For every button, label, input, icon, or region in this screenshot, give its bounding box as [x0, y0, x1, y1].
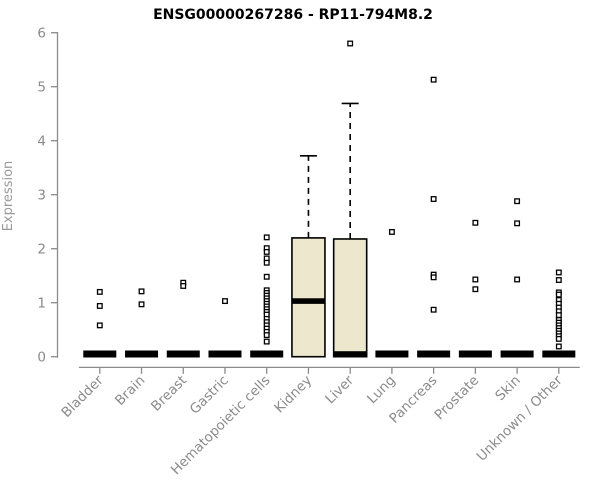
outlier-point: [555, 269, 562, 276]
x-tick-label: Brain: [112, 373, 148, 409]
outlier-point: [96, 288, 103, 295]
boxplot-skin: [500, 198, 534, 358]
outlier-point: [472, 219, 479, 226]
median-line: [458, 350, 492, 358]
outlier-point: [430, 274, 437, 281]
median-line: [417, 350, 451, 358]
outlier-point: [222, 298, 228, 305]
boxplot-brain: [125, 288, 159, 358]
outlier-point: [138, 301, 145, 308]
y-tick-label: 2: [37, 241, 46, 257]
outlier-point: [347, 40, 354, 47]
y-tick-label: 5: [37, 79, 46, 95]
boxplot-lung: [375, 229, 409, 358]
x-tick-label: Kidney: [271, 373, 315, 417]
outlier-point: [555, 343, 562, 350]
outlier-point: [555, 291, 562, 298]
y-tick-label: 4: [37, 133, 46, 149]
median-line: [333, 351, 367, 357]
y-tick-label: 6: [37, 25, 46, 41]
outlier-point: [138, 288, 145, 295]
boxplot-pancreas: [417, 76, 451, 358]
x-tick-label: Skin: [492, 373, 524, 405]
x-tick-label: Prostate: [432, 373, 483, 424]
outlier-point: [263, 273, 270, 280]
boxplot-hematopoietic-cells: [250, 234, 284, 358]
median-line: [83, 350, 117, 358]
x-tick-label: Lung: [364, 373, 399, 408]
x-tick-label: Breast: [148, 373, 190, 415]
outlier-point: [430, 196, 437, 202]
median-line: [125, 350, 159, 358]
chart-title: ENSG00000267286 - RP11-794M8.2: [153, 7, 433, 23]
outlier-point: [263, 248, 270, 255]
outlier-point: [96, 322, 103, 329]
outlier-point: [263, 332, 270, 339]
outlier-point: [430, 306, 437, 313]
median-line: [542, 350, 576, 358]
outlier-point: [514, 276, 521, 283]
outlier-point: [263, 338, 270, 345]
outlier-point: [96, 302, 103, 309]
outlier-point: [555, 312, 562, 319]
median-line: [208, 350, 242, 358]
boxplot-bladder: [83, 288, 117, 358]
boxplot-gastric: [208, 298, 242, 358]
outlier-point: [263, 259, 270, 266]
median-line: [375, 350, 409, 358]
y-tick-label: 0: [37, 349, 46, 365]
x-tick-label: Bladder: [58, 372, 107, 421]
x-tick-label: Liver: [322, 372, 357, 407]
outlier-point: [514, 198, 521, 205]
boxplot-kidney: [291, 154, 326, 358]
outlier-point: [388, 229, 395, 235]
outlier-point: [555, 277, 562, 283]
boxplot-liver: [332, 40, 368, 358]
outlier-point: [472, 276, 479, 283]
y-tick-label: 3: [37, 187, 46, 203]
boxplot-breast: [166, 279, 200, 358]
median-line: [500, 350, 534, 358]
outlier-point: [514, 220, 521, 227]
median-line: [166, 350, 200, 358]
box: [291, 237, 326, 358]
y-tick-label: 1: [37, 295, 46, 311]
outlier-point: [180, 283, 187, 289]
outlier-point: [430, 76, 437, 83]
boxplot-prostate: [458, 219, 492, 358]
median-line: [250, 350, 284, 358]
boxplot-unknown-other: [542, 269, 576, 358]
box: [332, 238, 368, 358]
median-line: [291, 298, 325, 304]
outlier-point: [263, 234, 270, 241]
outlier-point: [555, 335, 562, 342]
outlier-point: [472, 286, 479, 293]
